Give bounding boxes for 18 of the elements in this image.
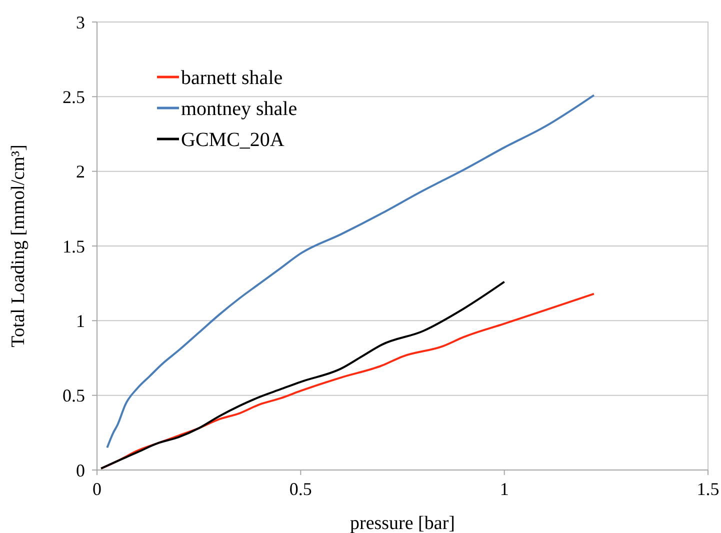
y-tick-label: 2 — [76, 162, 85, 182]
legend-label: montney shale — [181, 98, 298, 120]
legend-label: GCMC_20A — [181, 129, 285, 151]
y-tick-label: 0.5 — [62, 386, 85, 406]
y-tick-label: 3 — [76, 12, 85, 32]
y-tick-label: 0 — [76, 460, 85, 480]
y-tick-label: 1.5 — [62, 236, 85, 256]
x-axis-title: pressure [bar] — [350, 513, 455, 533]
x-tick-label: 1 — [500, 479, 509, 499]
x-tick-label: 0.5 — [289, 479, 312, 499]
y-axis-title: Total Loading [mmol/cm³] — [8, 144, 29, 348]
y-tick-label: 2.5 — [62, 86, 85, 107]
line-series — [100, 280, 506, 470]
legend-label: barnett shale — [181, 67, 283, 89]
x-tick-label: 0 — [92, 479, 102, 499]
line-series — [106, 94, 595, 449]
x-tick-label: 1.5 — [696, 479, 720, 499]
y-tick-label: 1 — [76, 310, 85, 331]
